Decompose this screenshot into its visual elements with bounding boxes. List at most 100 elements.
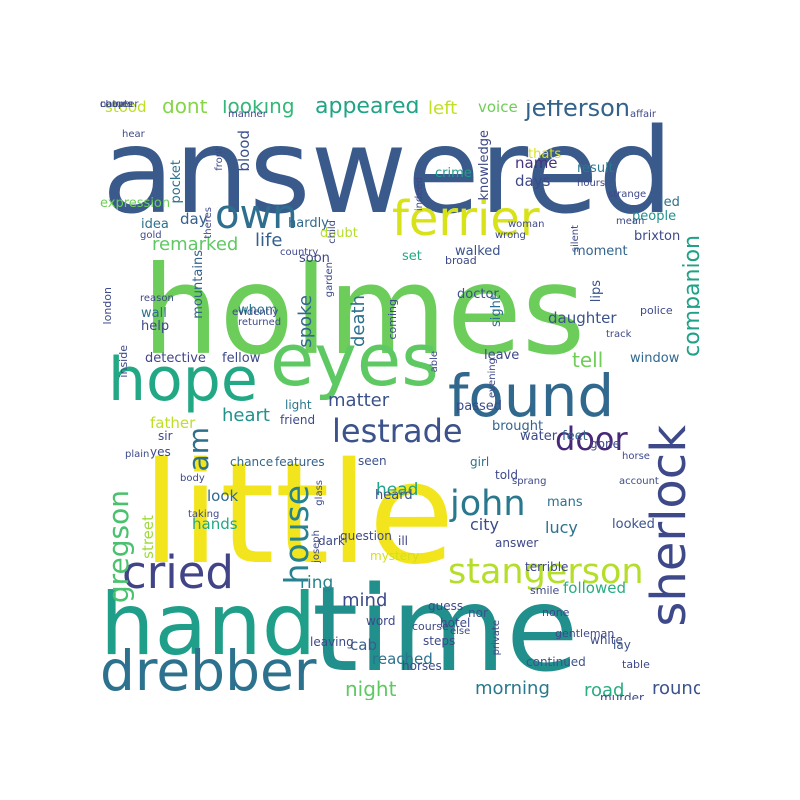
- cloud-word: whom: [238, 303, 278, 318]
- cloud-word: woman: [508, 219, 545, 230]
- cloud-word: morning: [475, 678, 550, 699]
- cloud-word: road: [584, 680, 625, 700]
- cloud-word: ill: [398, 534, 409, 548]
- cloud-word: water: [520, 429, 558, 444]
- cloud-word: front: [214, 147, 225, 171]
- cloud-word: passed: [456, 399, 503, 414]
- cloud-word: little: [142, 433, 455, 596]
- cloud-word: set: [402, 249, 422, 264]
- cloud-word: chapter: [100, 100, 139, 110]
- cloud-word: gold: [140, 230, 162, 241]
- cloud-word: voice: [478, 100, 518, 116]
- cloud-word: answer: [495, 536, 539, 550]
- cloud-word: daughter: [548, 309, 617, 327]
- cloud-word: holmes: [142, 240, 586, 382]
- cloud-word: table: [622, 658, 650, 671]
- cloud-word: cried: [122, 546, 234, 599]
- cloud-word: lay: [613, 638, 631, 652]
- cloud-word: child: [327, 220, 338, 244]
- cloud-word: mind: [342, 590, 388, 611]
- cloud-word: heard: [375, 488, 413, 503]
- cloud-word: fellow: [222, 351, 261, 366]
- cloud-word: hotel: [440, 616, 471, 630]
- cloud-word: night: [345, 677, 397, 700]
- cloud-word: help: [141, 319, 170, 334]
- cloud-word: looked: [612, 517, 655, 532]
- cloud-word: police: [640, 304, 673, 317]
- cloud-word: brixton: [634, 229, 681, 244]
- cloud-word: taking: [188, 509, 220, 520]
- cloud-word: mans: [547, 495, 583, 510]
- cloud-word: tell: [572, 348, 604, 372]
- cloud-word: house: [277, 485, 316, 585]
- cloud-word: continued: [526, 655, 586, 669]
- cloud-word: yes: [150, 445, 171, 459]
- cloud-word: mountains: [191, 250, 206, 319]
- cloud-word: terrible: [525, 560, 569, 574]
- cloud-word: light: [285, 398, 312, 412]
- word-cloud: holmes little answered time hand eyes hope foun…: [100, 100, 700, 700]
- cloud-word: mean: [616, 216, 645, 227]
- cloud-word: blood: [235, 130, 253, 172]
- cloud-word: london: [101, 287, 114, 325]
- cloud-word: sir: [158, 429, 173, 443]
- cloud-word: lestrade: [332, 412, 463, 450]
- cloud-word: able: [429, 351, 440, 373]
- cloud-word: ring: [300, 573, 334, 593]
- cloud-word: stangerson: [448, 552, 644, 592]
- cloud-word: horses: [402, 659, 442, 673]
- cloud-word: gentleman: [555, 627, 615, 640]
- cloud-word: own: [215, 192, 298, 238]
- cloud-word: thats: [528, 147, 562, 162]
- cloud-word: head: [376, 480, 419, 500]
- cloud-word: friend: [280, 413, 316, 427]
- cloud-word: door: [555, 420, 628, 458]
- cloud-word: cab: [350, 636, 377, 654]
- cloud-word: life: [255, 230, 283, 251]
- cloud-word: chance: [230, 455, 274, 469]
- cloud-word: followed: [563, 579, 626, 597]
- cloud-word: time: [312, 560, 579, 698]
- cloud-word: seen: [358, 454, 387, 468]
- cloud-word: broad: [445, 254, 477, 267]
- cloud-word: wall: [141, 306, 167, 321]
- cloud-word: expression: [100, 196, 171, 211]
- cloud-word: word: [366, 614, 396, 628]
- cloud-word: reached: [372, 650, 433, 668]
- cloud-word: feet: [562, 429, 588, 444]
- cloud-word: matter: [328, 390, 390, 411]
- cloud-word: guess: [428, 599, 464, 613]
- cloud-word: account: [619, 476, 659, 487]
- cloud-word: murder: [600, 691, 644, 700]
- cloud-word: crime: [435, 166, 472, 181]
- cloud-word: leave: [484, 348, 520, 363]
- cloud-word: jefferson: [525, 100, 630, 122]
- cloud-word: nor: [468, 606, 488, 620]
- cloud-word: hear: [122, 129, 145, 140]
- cloud-word: name: [515, 154, 558, 172]
- cloud-word: lucy: [545, 518, 578, 537]
- cloud-word: horse: [622, 451, 650, 462]
- cloud-word: hands: [192, 515, 238, 533]
- cloud-word: strange: [608, 189, 647, 200]
- cloud-word: sight: [489, 295, 504, 327]
- cloud-word: manner: [228, 109, 267, 120]
- cloud-word: left: [428, 100, 458, 119]
- cloud-word: looking: [222, 100, 295, 118]
- cloud-word: course: [412, 620, 449, 633]
- cloud-word: body: [180, 473, 205, 484]
- cloud-word: leaving: [310, 635, 354, 649]
- cloud-word: hardly: [288, 216, 329, 231]
- cloud-word: stood: [105, 100, 147, 116]
- cloud-word: ferrier: [392, 191, 540, 247]
- cloud-word: remarked: [152, 234, 239, 255]
- cloud-word: smile: [530, 584, 560, 597]
- cloud-word: dark: [318, 534, 345, 548]
- cloud-word: dont: [162, 100, 208, 118]
- cloud-word: features: [275, 455, 325, 469]
- cloud-word: inside: [117, 345, 130, 378]
- cloud-word: window: [630, 351, 680, 366]
- cloud-word: else: [450, 626, 471, 637]
- cloud-word: days: [515, 172, 551, 190]
- cloud-word: theres: [203, 207, 214, 239]
